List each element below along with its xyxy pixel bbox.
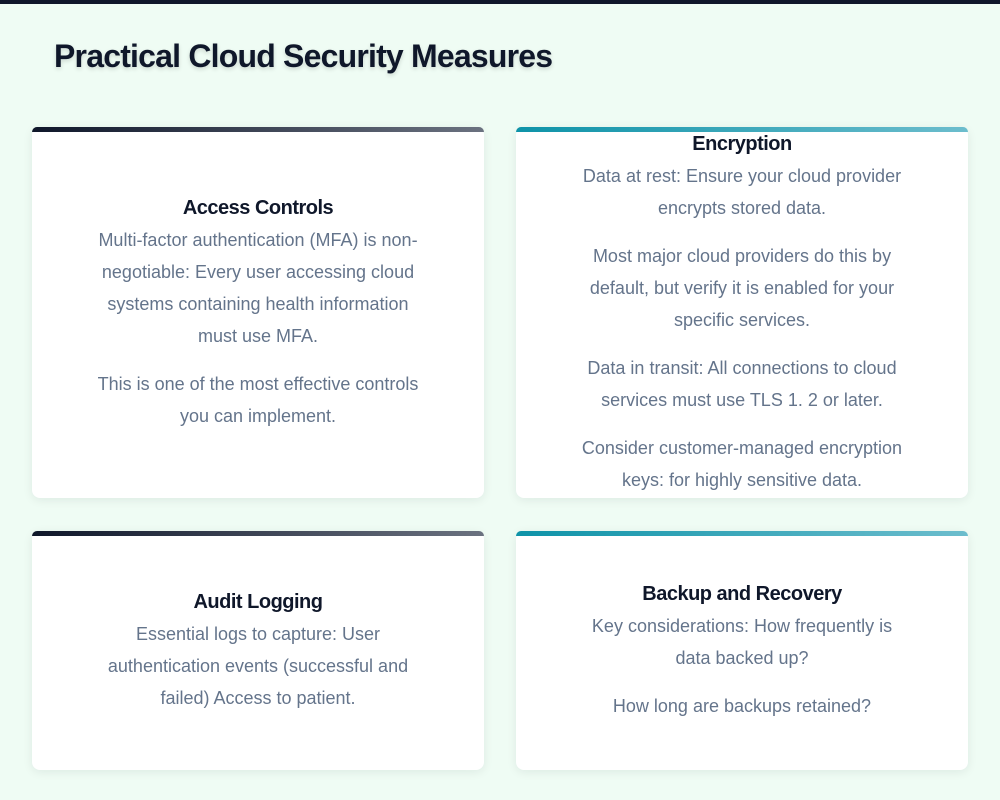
card-text: Multi-factor authentication (MFA) is non… <box>98 229 418 346</box>
card-heading: Backup and Recovery <box>642 582 842 605</box>
card-text: Essential logs to capture: User authenti… <box>107 623 409 708</box>
page-title: Practical Cloud Security Measures <box>54 38 553 74</box>
card-text: Data in transit: All connections to clou… <box>587 357 897 410</box>
card-text: Consider customer-managed encryption key… <box>581 437 903 490</box>
card-backup-recovery: Backup and Recovery Key considerations: … <box>516 531 968 770</box>
card-text: How long are backups retained? <box>612 695 872 716</box>
card-heading: Audit Logging <box>193 590 323 613</box>
card-text: This is one of the most effective contro… <box>97 373 419 426</box>
card-heading: Access Controls <box>182 196 334 219</box>
card-text: Most major cloud providers do this by de… <box>589 245 895 330</box>
card-encryption: Encryption Data at rest: Ensure your clo… <box>516 127 968 498</box>
card-heading: Encryption <box>692 132 792 155</box>
card-access-controls: Access Controls Multi-factor authenticat… <box>32 127 484 498</box>
card-audit-logging: Audit Logging Essential logs to capture:… <box>32 531 484 770</box>
card-text: Data at rest: Ensure your cloud provider… <box>582 165 902 218</box>
card-text: Key considerations: How frequently is da… <box>591 615 893 668</box>
